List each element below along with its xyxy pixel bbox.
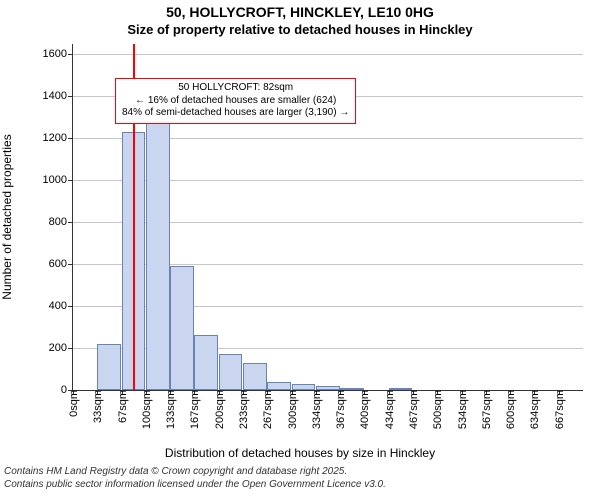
gridline: [73, 54, 583, 55]
y-tick-label: 1000: [43, 174, 73, 186]
histogram-bar: [146, 120, 170, 391]
chart-subtitle: Size of property relative to detached ho…: [0, 22, 600, 37]
y-tick-label: 400: [49, 300, 73, 312]
x-tick-label: 667sqm: [552, 390, 566, 429]
x-tick-label: 467sqm: [406, 390, 420, 429]
x-tick-label: 100sqm: [139, 390, 153, 429]
x-tick-label: 567sqm: [479, 390, 493, 429]
x-tick-label: 0sqm: [66, 390, 80, 417]
x-tick-label: 200sqm: [212, 390, 226, 429]
y-tick-label: 200: [49, 342, 73, 354]
x-tick-label: 500sqm: [430, 390, 444, 429]
x-tick-label: 133sqm: [163, 390, 177, 429]
histogram-bar: [97, 344, 121, 390]
x-tick-label: 534sqm: [455, 390, 469, 429]
histogram-bar: [219, 354, 243, 390]
annotation-line: ← 16% of detached houses are smaller (62…: [122, 95, 349, 108]
y-tick-label: 600: [49, 258, 73, 270]
plot-area: 020040060080010001200140016000sqm33sqm67…: [72, 44, 583, 391]
x-tick-label: 67sqm: [115, 390, 129, 423]
footer-line: Contains HM Land Registry data © Crown c…: [4, 466, 386, 479]
x-tick-label: 334sqm: [309, 390, 323, 429]
annotation-line: 84% of semi-detached houses are larger (…: [122, 107, 349, 120]
histogram-bar: [170, 266, 194, 390]
footer-line: Contains public sector information licen…: [4, 479, 386, 492]
x-tick-label: 167sqm: [187, 390, 201, 429]
x-tick-label: 634sqm: [527, 390, 541, 429]
y-tick-label: 1600: [43, 48, 73, 60]
x-tick-label: 233sqm: [236, 390, 250, 429]
chart-title: 50, HOLLYCROFT, HINCKLEY, LE10 0HG: [0, 0, 600, 22]
annotation-line: 50 HOLLYCROFT: 82sqm: [122, 82, 349, 95]
y-axis-label: Number of detached properties: [0, 134, 14, 299]
y-tick-label: 1200: [43, 132, 73, 144]
x-tick-label: 267sqm: [260, 390, 274, 429]
histogram-bar: [194, 335, 218, 390]
x-tick-label: 367sqm: [333, 390, 347, 429]
x-axis-label: Distribution of detached houses by size …: [165, 446, 435, 460]
x-tick-label: 434sqm: [382, 390, 396, 429]
y-tick-label: 800: [49, 216, 73, 228]
x-tick-label: 300sqm: [285, 390, 299, 429]
y-tick-label: 1400: [43, 90, 73, 102]
x-tick-label: 400sqm: [357, 390, 371, 429]
histogram-bar: [243, 363, 267, 390]
x-tick-label: 600sqm: [503, 390, 517, 429]
annotation-box: 50 HOLLYCROFT: 82sqm ← 16% of detached h…: [115, 78, 356, 124]
footer-attribution: Contains HM Land Registry data © Crown c…: [4, 466, 386, 491]
x-tick-label: 33sqm: [90, 390, 104, 423]
histogram-chart: 50, HOLLYCROFT, HINCKLEY, LE10 0HG Size …: [0, 0, 600, 500]
histogram-bar: [267, 382, 291, 390]
